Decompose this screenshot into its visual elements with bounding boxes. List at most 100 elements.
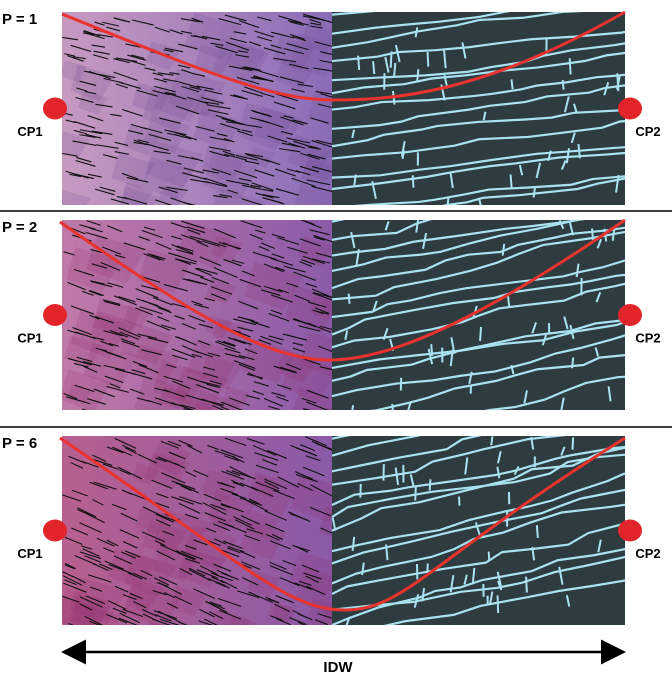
right-cell-wall xyxy=(415,220,420,233)
left-stroke xyxy=(239,497,263,506)
left-patch xyxy=(132,344,181,385)
control-point xyxy=(43,304,67,326)
left-patch xyxy=(70,309,130,359)
left-stroke xyxy=(196,350,214,358)
left-stroke xyxy=(74,555,97,566)
right-cell-edge xyxy=(331,108,625,148)
right-cell-wall xyxy=(479,326,483,342)
control-point-label: CP2 xyxy=(635,330,660,345)
left-stroke xyxy=(287,20,309,26)
left-stroke xyxy=(62,595,80,603)
right-cell-edge xyxy=(331,453,625,518)
right-cell-wall xyxy=(345,618,350,625)
left-stroke xyxy=(271,233,286,239)
left-stroke xyxy=(233,31,247,35)
left-stroke xyxy=(70,462,84,469)
left-stroke xyxy=(204,297,215,302)
left-stroke xyxy=(238,177,252,182)
left-stroke xyxy=(181,220,205,229)
left-stroke xyxy=(262,193,280,199)
left-stroke xyxy=(122,594,137,601)
left-stroke xyxy=(278,288,290,294)
left-stroke xyxy=(289,21,304,26)
left-stroke xyxy=(214,538,227,545)
left-stroke xyxy=(292,544,310,552)
left-stroke xyxy=(302,408,311,410)
left-stroke xyxy=(252,390,264,396)
left-stroke xyxy=(309,506,333,517)
left-stroke xyxy=(307,301,327,308)
right-cell-wall xyxy=(372,61,376,75)
left-stroke xyxy=(191,157,204,162)
right-cell-wall xyxy=(561,79,565,90)
left-stroke xyxy=(304,436,328,447)
right-cell-wall xyxy=(344,330,349,340)
left-stroke xyxy=(206,104,231,110)
left-stroke xyxy=(229,37,247,44)
right-cell-wall xyxy=(468,371,473,384)
left-stroke xyxy=(79,129,103,135)
right-cell-wall xyxy=(414,486,417,501)
left-stroke xyxy=(96,537,115,547)
left-stroke xyxy=(95,144,119,149)
left-stroke xyxy=(184,557,200,564)
left-stroke xyxy=(292,342,304,346)
left-stroke xyxy=(63,251,75,256)
left-stroke xyxy=(223,340,236,347)
right-cell-wall xyxy=(509,174,513,190)
left-stroke xyxy=(275,188,299,196)
left-stroke xyxy=(84,32,105,40)
left-stroke xyxy=(141,285,160,291)
left-stroke xyxy=(70,44,92,53)
left-stroke xyxy=(143,253,161,261)
left-stroke xyxy=(207,577,226,587)
left-stroke xyxy=(121,340,140,348)
left-stroke xyxy=(130,123,147,130)
left-stroke xyxy=(180,18,201,23)
left-stroke xyxy=(118,296,136,303)
left-stroke xyxy=(74,384,95,393)
left-stroke xyxy=(155,519,171,527)
left-stroke xyxy=(204,177,228,187)
left-stroke xyxy=(203,372,219,378)
left-stroke xyxy=(114,150,129,155)
left-stroke xyxy=(311,140,333,148)
left-stroke xyxy=(203,493,222,502)
right-cell-edge xyxy=(331,230,625,301)
right-cell-wall xyxy=(394,467,400,485)
left-stroke xyxy=(236,76,260,85)
left-patch xyxy=(200,144,248,184)
left-stroke xyxy=(317,103,332,109)
left-stroke xyxy=(196,267,218,275)
left-patch xyxy=(144,114,191,154)
right-cell-wall xyxy=(558,220,565,230)
left-stroke xyxy=(160,618,180,625)
left-stroke xyxy=(203,366,216,371)
left-stroke xyxy=(278,15,302,24)
left-stroke xyxy=(302,466,325,477)
left-stroke xyxy=(182,278,202,284)
right-cell-wall xyxy=(596,238,603,249)
left-stroke xyxy=(292,36,307,42)
left-stroke xyxy=(181,345,199,354)
left-stroke xyxy=(136,397,152,403)
left-stroke xyxy=(229,466,253,479)
left-stroke xyxy=(81,460,99,468)
left-stroke xyxy=(271,533,284,541)
left-stroke xyxy=(312,166,332,173)
right-cell-wall xyxy=(595,292,602,303)
left-stroke xyxy=(302,255,325,265)
left-stroke xyxy=(79,80,97,86)
left-stroke xyxy=(314,41,332,47)
left-stroke xyxy=(274,603,291,613)
left-stroke xyxy=(223,137,235,143)
left-stroke xyxy=(180,234,203,243)
left-stroke xyxy=(241,129,253,133)
left-stroke xyxy=(279,576,300,587)
left-stroke xyxy=(142,613,158,622)
right-cell-edge xyxy=(331,436,421,457)
left-stroke xyxy=(152,90,170,96)
left-stroke xyxy=(204,89,223,95)
left-stroke xyxy=(240,515,261,525)
left-patch xyxy=(213,188,266,205)
